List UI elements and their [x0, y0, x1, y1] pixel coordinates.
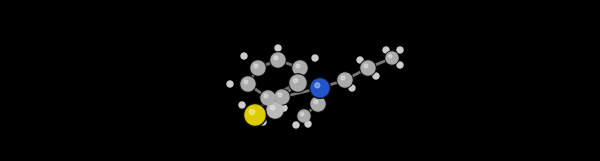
- Circle shape: [296, 64, 300, 68]
- Circle shape: [397, 62, 403, 68]
- Circle shape: [227, 81, 233, 87]
- Circle shape: [305, 121, 311, 127]
- Circle shape: [274, 56, 278, 60]
- Circle shape: [251, 61, 265, 75]
- Circle shape: [244, 80, 248, 84]
- Circle shape: [373, 73, 379, 79]
- Circle shape: [338, 73, 352, 87]
- Circle shape: [337, 72, 353, 88]
- Circle shape: [312, 55, 318, 61]
- Circle shape: [301, 113, 304, 116]
- Circle shape: [314, 100, 318, 104]
- Circle shape: [254, 64, 258, 68]
- Circle shape: [281, 105, 287, 111]
- Circle shape: [266, 101, 284, 119]
- Circle shape: [260, 119, 266, 125]
- Circle shape: [293, 122, 299, 128]
- Circle shape: [239, 102, 245, 108]
- Circle shape: [383, 47, 389, 53]
- Circle shape: [274, 89, 290, 105]
- Circle shape: [249, 109, 255, 115]
- Circle shape: [386, 52, 398, 64]
- Circle shape: [292, 60, 308, 76]
- Circle shape: [244, 104, 266, 127]
- Circle shape: [260, 90, 276, 106]
- Circle shape: [298, 110, 310, 122]
- Circle shape: [250, 60, 266, 76]
- Circle shape: [267, 102, 283, 118]
- Circle shape: [264, 94, 268, 98]
- Circle shape: [311, 79, 329, 97]
- Circle shape: [397, 47, 403, 53]
- Circle shape: [361, 61, 375, 75]
- Circle shape: [341, 76, 345, 80]
- Circle shape: [385, 51, 399, 65]
- Circle shape: [241, 53, 247, 59]
- Circle shape: [245, 105, 265, 125]
- Circle shape: [349, 85, 355, 91]
- Circle shape: [360, 60, 376, 76]
- Circle shape: [364, 64, 368, 68]
- Circle shape: [278, 93, 282, 97]
- Circle shape: [315, 83, 320, 88]
- Circle shape: [297, 109, 311, 123]
- Circle shape: [289, 74, 307, 92]
- Circle shape: [241, 77, 255, 91]
- Circle shape: [357, 57, 363, 63]
- Circle shape: [275, 45, 281, 51]
- Circle shape: [275, 90, 289, 104]
- Circle shape: [271, 105, 275, 110]
- Circle shape: [293, 61, 307, 75]
- Circle shape: [310, 96, 326, 112]
- Circle shape: [389, 55, 392, 58]
- Circle shape: [270, 52, 286, 68]
- Circle shape: [261, 91, 275, 105]
- Circle shape: [310, 78, 331, 98]
- Circle shape: [311, 97, 325, 111]
- Circle shape: [240, 76, 256, 92]
- Circle shape: [293, 78, 298, 83]
- Circle shape: [271, 53, 285, 67]
- Circle shape: [290, 75, 306, 91]
